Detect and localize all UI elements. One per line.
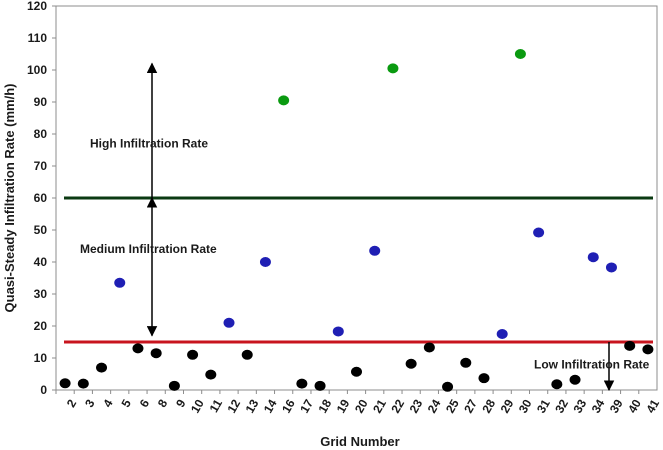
data-point	[351, 366, 362, 377]
x-tick-label: 2	[64, 397, 80, 410]
x-axis-title: Grid Number	[320, 434, 399, 449]
y-tick-label: 70	[34, 159, 48, 173]
x-tick-label: 9	[173, 397, 189, 410]
x-tick-label: 30	[516, 397, 535, 416]
data-point	[569, 374, 581, 385]
x-tick-label: 14	[261, 397, 280, 416]
data-point	[624, 340, 636, 351]
x-tick-label: 25	[443, 397, 462, 416]
data-point	[241, 349, 253, 360]
x-tick-label: 33	[570, 397, 589, 416]
x-tick-label: 3	[82, 397, 98, 410]
x-tick-label: 28	[479, 397, 498, 416]
x-tick-label: 27	[461, 397, 480, 416]
data-point	[296, 378, 308, 389]
x-tick-label: 41	[643, 397, 662, 416]
x-tick-label: 6	[137, 397, 153, 410]
y-tick-label: 50	[34, 223, 48, 237]
data-point	[314, 380, 326, 391]
data-point	[150, 348, 162, 359]
data-point	[387, 63, 399, 74]
data-point	[551, 379, 563, 390]
data-point	[187, 349, 199, 360]
x-tick-label: 39	[607, 397, 626, 416]
x-tick-label: 32	[552, 397, 571, 416]
data-point	[259, 257, 271, 267]
data-point	[442, 381, 454, 392]
y-tick-label: 100	[27, 63, 47, 77]
x-tick-label: 23	[407, 397, 426, 416]
y-tick-label: 80	[34, 127, 48, 141]
range-annotation: High Infiltration Rate	[90, 137, 208, 151]
data-point	[332, 326, 344, 337]
data-point	[223, 317, 235, 328]
x-tick-label: 10	[188, 397, 207, 416]
y-tick-label: 60	[34, 191, 48, 205]
y-tick-label: 90	[34, 95, 48, 109]
y-tick-label: 10	[34, 351, 48, 365]
x-tick-label: 13	[243, 397, 262, 416]
y-tick-label: 20	[34, 319, 48, 333]
x-tick-label: 12	[224, 397, 243, 416]
data-point	[405, 358, 417, 369]
data-point	[168, 380, 180, 391]
data-point	[423, 342, 435, 353]
x-tick-label: 22	[388, 397, 407, 416]
data-point	[605, 262, 617, 273]
range-annotation: Low Infiltration Rate	[534, 357, 650, 371]
x-tick-label: 34	[589, 397, 608, 416]
data-point	[114, 277, 126, 288]
data-point	[587, 252, 599, 263]
data-point	[533, 227, 545, 238]
x-tick-label: 18	[315, 397, 334, 416]
y-axis-title: Quasi-Steady Infiltration Rate (mm/h)	[2, 84, 17, 313]
data-point	[96, 362, 108, 373]
y-tick-label: 0	[40, 383, 47, 397]
x-tick-label: 11	[207, 397, 226, 415]
x-tick-label: 40	[625, 397, 644, 416]
range-annotation: Medium Infiltration Rate	[80, 242, 217, 256]
x-tick-label: 4	[100, 397, 116, 410]
data-point	[496, 329, 508, 339]
y-tick-label: 30	[34, 287, 48, 301]
data-point	[59, 378, 71, 389]
x-tick-label: 31	[534, 397, 553, 416]
data-point	[132, 343, 144, 354]
x-tick-label: 21	[370, 397, 389, 416]
data-point	[205, 369, 217, 380]
data-point	[278, 95, 290, 106]
x-tick-label: 5	[118, 397, 134, 410]
data-point	[514, 49, 526, 59]
x-tick-label: 24	[425, 397, 444, 416]
data-point	[77, 378, 89, 389]
data-point	[642, 344, 654, 355]
x-tick-label: 16	[279, 397, 298, 416]
y-tick-label: 120	[27, 0, 47, 13]
data-point	[460, 357, 472, 368]
x-tick-label: 20	[352, 397, 371, 416]
x-tick-label: 29	[498, 397, 517, 416]
y-tick-label: 110	[28, 31, 48, 45]
data-point	[369, 245, 381, 256]
x-tick-label: 19	[334, 397, 353, 416]
data-point	[478, 373, 490, 384]
x-tick-label: 8	[155, 397, 171, 410]
x-tick-label: 17	[297, 397, 316, 416]
y-tick-label: 40	[34, 255, 48, 269]
